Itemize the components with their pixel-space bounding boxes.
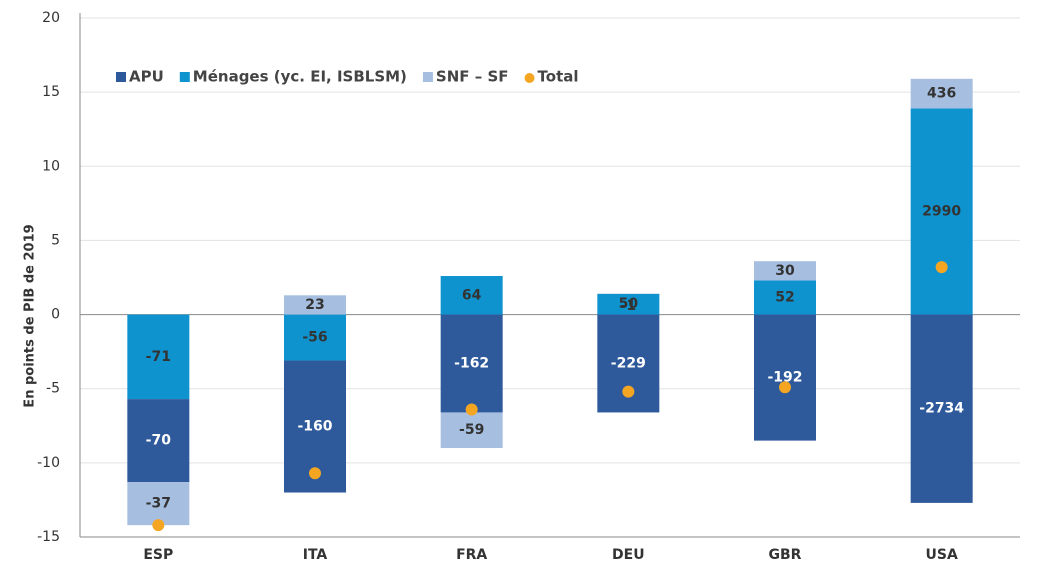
data-label: -192 [767, 370, 802, 386]
y-tick-label: 10 [42, 158, 60, 174]
data-label: 2990 [922, 204, 961, 220]
y-tick-label: 5 [51, 232, 60, 248]
data-label: -160 [297, 419, 332, 435]
data-label: 23 [305, 297, 324, 313]
legend-marker [116, 72, 126, 82]
legend-marker [422, 72, 433, 82]
data-label: 436 [927, 86, 956, 102]
legend-label: Ménages (yc. EI, ISBLSM) [193, 68, 407, 86]
total-point [935, 261, 948, 274]
bar [910, 78, 973, 109]
y-axis-title: En points de PIB de 2019 [23, 224, 38, 407]
bar [910, 314, 973, 503]
x-tick-label: ESP [143, 547, 173, 563]
bar [754, 261, 816, 281]
data-label: -59 [459, 422, 484, 438]
bar [440, 314, 503, 413]
bar [127, 482, 190, 526]
data-label: -162 [454, 356, 489, 372]
x-tick-label: ITA [303, 547, 328, 563]
data-label: -1 [621, 298, 637, 314]
total-point [152, 519, 165, 532]
y-tick-label: -5 [46, 381, 60, 397]
x-tick-label: FRA [456, 547, 487, 563]
bar [284, 314, 346, 361]
total-point [465, 403, 478, 416]
data-label: 52 [775, 290, 794, 306]
x-tick-label: USA [926, 547, 958, 563]
y-tick-label: 20 [42, 10, 60, 26]
data-label: -37 [146, 496, 171, 512]
legend-marker [179, 72, 190, 82]
bar [127, 314, 190, 400]
y-tick-label: -10 [37, 455, 60, 471]
data-label: 30 [775, 263, 795, 279]
data-label: -229 [611, 356, 646, 372]
x-tick-label: DEU [612, 547, 645, 563]
y-tick-label: 0 [51, 307, 60, 323]
legend-marker [524, 73, 535, 83]
data-label: -56 [302, 330, 327, 346]
bar [440, 412, 503, 449]
legend-label: Total [538, 68, 579, 86]
bar [127, 399, 190, 483]
data-label: 50 [619, 296, 639, 312]
bar [910, 108, 973, 315]
bar [440, 276, 503, 315]
y-tick-label: -15 [37, 529, 60, 545]
data-label: -2734 [919, 401, 964, 417]
total-point [779, 381, 791, 394]
total-point [622, 385, 635, 398]
bar [754, 280, 816, 315]
legend-label: SNF – SF [436, 68, 509, 86]
legend: APU Ménages (yc. EI, ISBLSM) SNF – SF Total [108, 64, 595, 90]
bar [754, 314, 816, 441]
bar [284, 295, 346, 315]
y-tick-label: 15 [42, 84, 60, 100]
data-label: -70 [146, 433, 172, 449]
legend-label: APU [129, 68, 164, 86]
bar [597, 293, 660, 315]
x-tick-label: GBR [769, 547, 802, 563]
total-point [309, 467, 321, 480]
data-label: 64 [462, 287, 482, 303]
data-label: -71 [146, 349, 171, 365]
